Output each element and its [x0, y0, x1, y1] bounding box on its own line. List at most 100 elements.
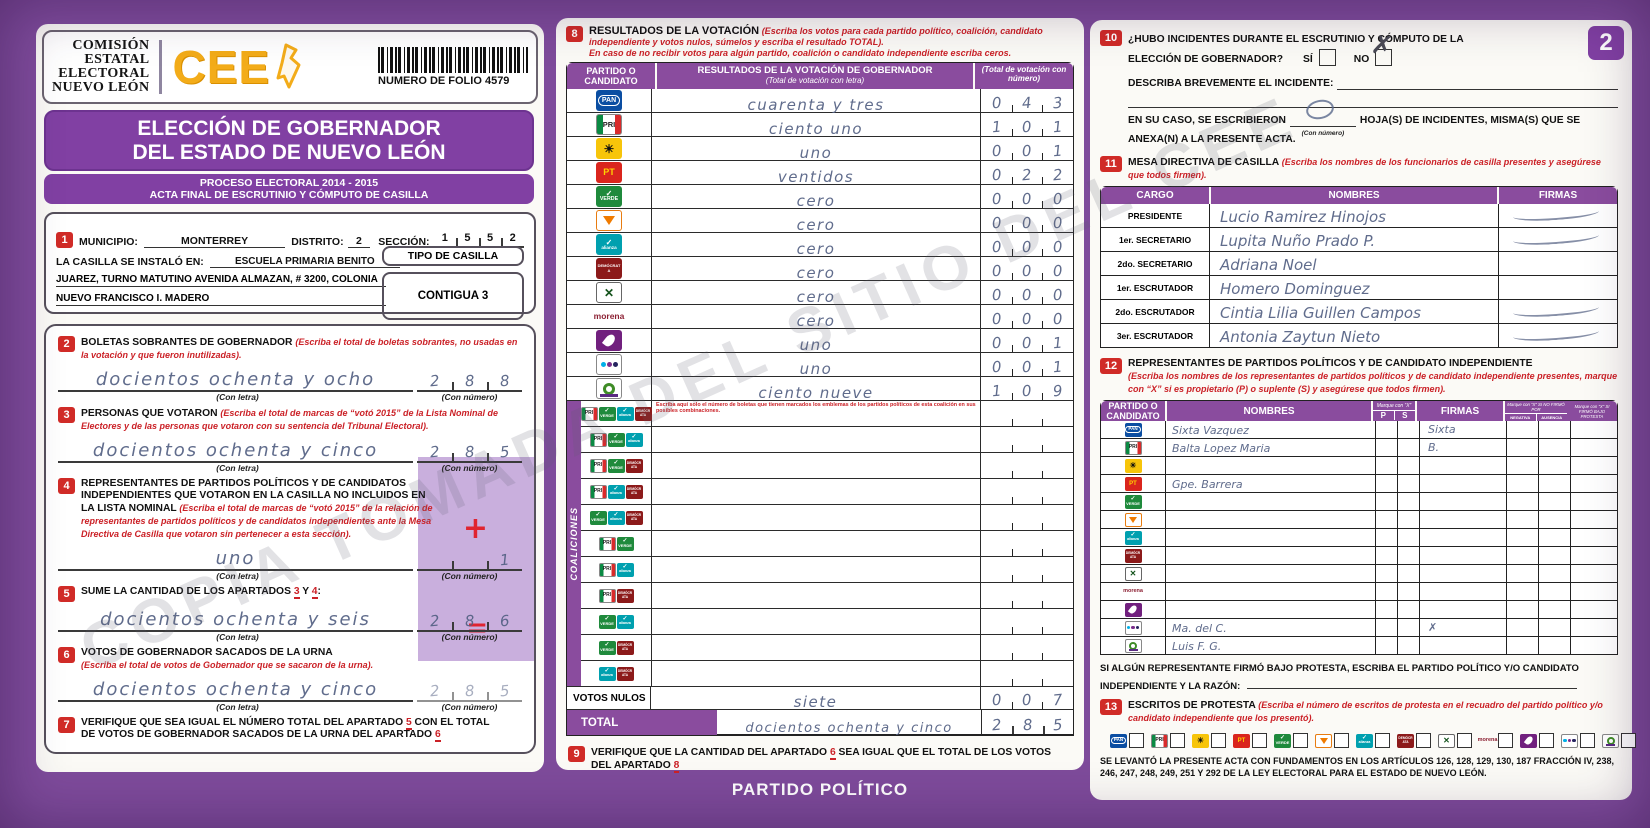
- firma-cell: [1498, 324, 1617, 347]
- rep-row-mc: [1101, 511, 1617, 529]
- party-cell: ✕: [1101, 565, 1166, 582]
- firma-cell: [1498, 300, 1617, 323]
- hum-logo: [1124, 602, 1142, 617]
- dem-logo: DEMÓCRATA: [616, 666, 634, 681]
- nulos-letra: siete: [793, 693, 838, 711]
- coalition-num-cell: [980, 609, 1073, 634]
- urna-letra-field: docientos ochenta y cinco: [58, 676, 413, 702]
- party-cell: PT: [1101, 475, 1166, 492]
- header-card: COMISIÓN ESTATAL ELECTORAL NUEVO LEÓN CE…: [42, 30, 538, 104]
- digit-slot: [981, 453, 1012, 478]
- pri-logo: PRI: [1124, 440, 1142, 455]
- escrito-morena: morena: [1478, 733, 1513, 748]
- rep-nombre-cell: Sixta Vazquez: [1172, 424, 1249, 437]
- digit-slot: 4: [1011, 89, 1043, 112]
- digit-slot: [1042, 401, 1073, 426]
- coalition-row: ✓ alianza DEMÓCRATA: [581, 661, 1073, 686]
- digit-slot: 0: [1011, 305, 1043, 328]
- coalition-letra-cell: [652, 635, 980, 660]
- section-6-urna: 6 VOTOS DE GOBERNADOR SACADOS DE LA URNA…: [58, 647, 522, 712]
- digit-slot: 2: [991, 715, 1003, 735]
- party-cell: PRI: [1101, 439, 1166, 456]
- letra-cell: ventidos: [652, 161, 980, 186]
- mesa-row: 1er. SECRETARIO Lupita Nuño Prado P.: [1101, 228, 1617, 252]
- party-cell: ☀: [567, 137, 652, 160]
- digit-slot: 0: [1042, 305, 1073, 328]
- digit-slot: [1042, 583, 1073, 608]
- verde-logo: ✓ VERDE: [598, 640, 616, 655]
- nombre-cell: Lupita Nuño Prado P.: [1220, 232, 1376, 250]
- coalitions-block: COALICIONES PRI ✓ VERDE ✓ alianza DEMÓCRATA Es…: [567, 401, 1073, 687]
- escrito-na: ✓ alianza: [1356, 733, 1390, 748]
- equals-sign: =: [466, 613, 488, 643]
- morena-logo: morena: [1123, 587, 1143, 594]
- verde-logo: ✓ VERDE: [598, 406, 616, 421]
- rep-row-hum: [1101, 601, 1617, 619]
- digit-slot: 6: [487, 606, 522, 632]
- party-cell: PAN: [567, 89, 652, 112]
- party-cell: [1101, 601, 1166, 618]
- protesta-statement: SI ALGÚN REPRESENTANTE FIRMÓ BAJO PROTES…: [1100, 663, 1579, 692]
- coalition-letra-cell: [652, 609, 980, 634]
- firma-cell: [1498, 204, 1617, 227]
- rep-firma-cell: ✗: [1419, 619, 1506, 636]
- digit-slot: [1011, 427, 1043, 452]
- rep-firma-cell: [1419, 457, 1506, 474]
- digit-slot: 1: [487, 545, 522, 571]
- na-logo: ✓ alianza: [598, 666, 616, 681]
- plus-sign: +: [462, 511, 488, 546]
- mesa-row: 1er. ESCRUTADOR Homero Dominguez: [1101, 276, 1617, 300]
- party-rows: PAN cuarenta y tres 0 4 3 PRI ciento uno 1 0 1 ☀ un…: [567, 89, 1073, 402]
- party-cell: DEMÓCRATA: [1101, 547, 1166, 564]
- coalition-letra-cell: [652, 453, 980, 478]
- escrito-pt: PT: [1233, 733, 1267, 748]
- digit-slot: 0: [990, 309, 1002, 329]
- coalition-instruction: Escriba aquí solo el número de boletas q…: [656, 402, 976, 414]
- verde-logo: ✓ VERDE: [596, 186, 622, 207]
- section-10-incidentes: 10 ¿HUBO INCIDENTES DURANTE EL ESCRUTINI…: [1100, 30, 1618, 146]
- rep-nombre-cell: Balta Lopez Maria: [1172, 442, 1271, 455]
- digit-slot: 0: [1042, 185, 1073, 208]
- digit-slot: [981, 609, 1012, 634]
- digit-slot: 0: [1042, 281, 1073, 304]
- rep-row-cru: ✕: [1101, 565, 1617, 583]
- digit-slot: 5: [487, 437, 522, 463]
- digit-slot: [1011, 609, 1043, 634]
- digit-slot: 8: [487, 366, 522, 392]
- coalition-row: ✓ VERDE ✓ alianza DEMÓCRATA: [581, 505, 1073, 531]
- section-1-location: 1 MUNICIPIO: MONTERREY DISTRITO: 2 SECCI…: [44, 212, 536, 320]
- escrito-pan: PAN: [1110, 733, 1144, 748]
- coalition-row: PRI ✓ VERDE: [581, 531, 1073, 557]
- escrito-count-box: [1252, 733, 1267, 748]
- representantes-letra-field: uno: [58, 545, 413, 571]
- coalition-logos: PRI ✓ VERDE ✓ alianza: [581, 427, 652, 452]
- escrito-count-box: [1375, 733, 1390, 748]
- cargo-label: 1er. SECRETARIO: [1101, 228, 1210, 251]
- letra-cell: cero: [652, 185, 980, 210]
- digit-slot: 1: [990, 381, 1002, 401]
- coalition-num-cell: [980, 583, 1073, 608]
- escrito-mc: [1315, 733, 1349, 748]
- casilla-line-3: NUEVO FRANCISCO I. MADERO: [56, 293, 386, 306]
- results-row-hum: uno 0 0 1: [567, 329, 1073, 354]
- coalition-row: PRI ✓ alianza: [581, 557, 1073, 583]
- hum-logo: [596, 330, 622, 351]
- coalition-num-cell: [980, 557, 1073, 582]
- letra-cell: cero: [652, 305, 980, 330]
- vote-letra: ciento nueve: [758, 384, 874, 402]
- digit-slot: [1011, 583, 1043, 608]
- verde-logo: ✓ VERDE: [607, 458, 625, 473]
- digit-slot: [981, 401, 1012, 426]
- digit-slot: 0: [1011, 137, 1043, 160]
- coalition-logos: ✓ VERDE ✓ alianza: [581, 609, 652, 634]
- letra-cell: cuarenta y tres: [652, 89, 980, 114]
- digit-slot: 1: [1042, 137, 1073, 160]
- digit-slot: 1: [1042, 113, 1073, 136]
- vote-letra: cero: [796, 216, 836, 234]
- digit-slot: 8: [452, 366, 487, 392]
- rep-firma-cell: [1419, 565, 1506, 582]
